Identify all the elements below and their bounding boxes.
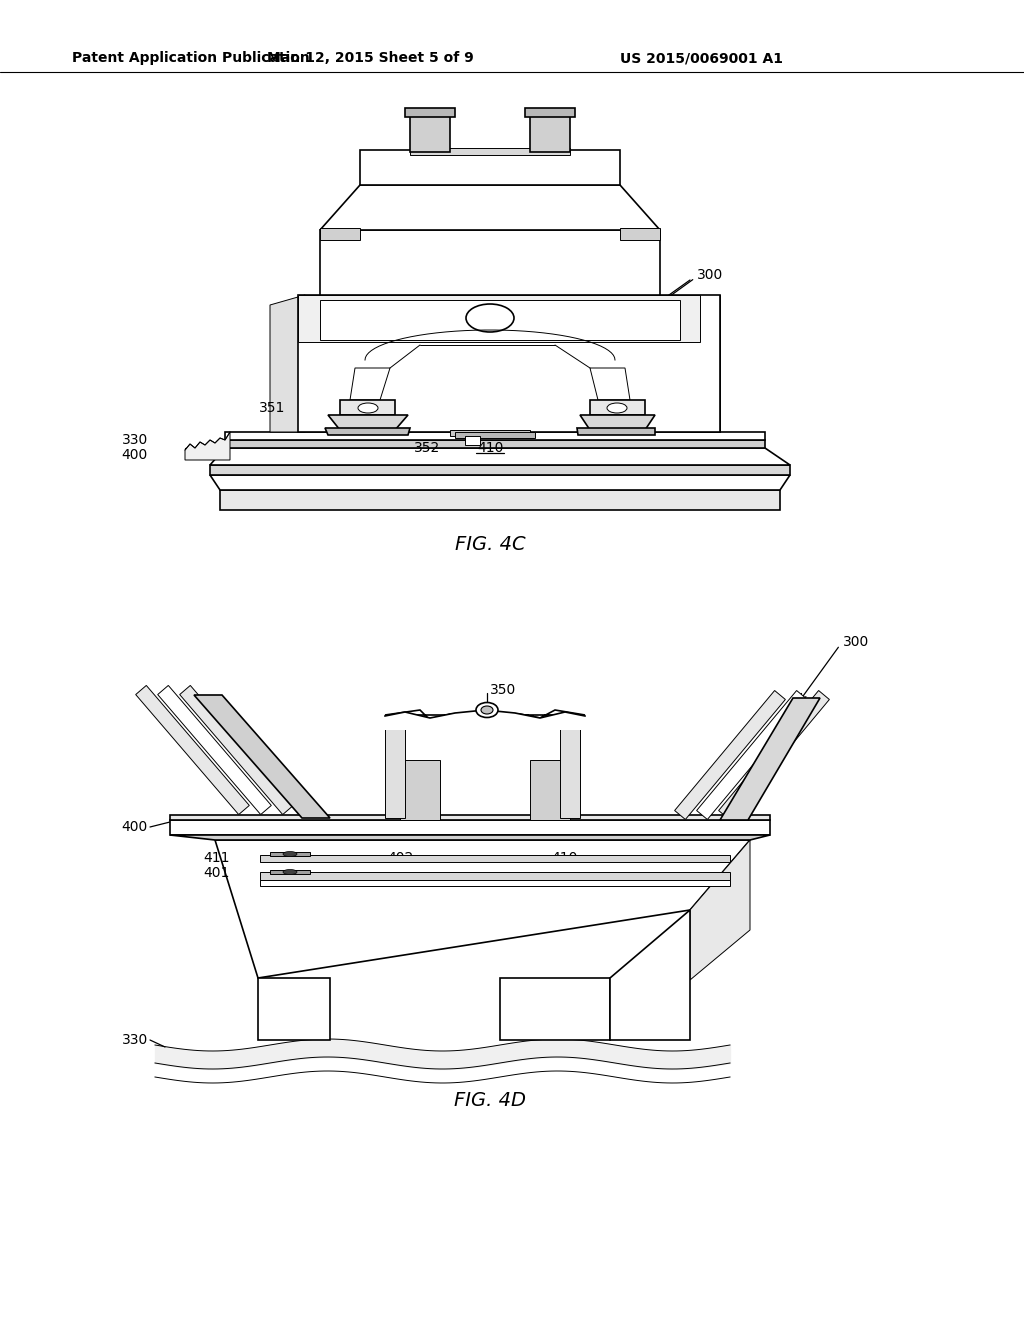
Polygon shape: [170, 836, 770, 840]
Polygon shape: [210, 475, 790, 490]
Polygon shape: [319, 230, 660, 294]
Text: 400: 400: [122, 447, 148, 462]
Polygon shape: [500, 978, 610, 1040]
Polygon shape: [410, 115, 450, 152]
Polygon shape: [328, 414, 408, 430]
Text: 400: 400: [122, 820, 148, 834]
Polygon shape: [577, 428, 655, 436]
Text: US 2015/0069001 A1: US 2015/0069001 A1: [620, 51, 783, 65]
Text: 401: 401: [275, 983, 301, 997]
Polygon shape: [406, 108, 455, 117]
Polygon shape: [298, 294, 720, 432]
Polygon shape: [610, 909, 690, 1040]
Polygon shape: [170, 814, 770, 820]
Polygon shape: [525, 108, 575, 117]
Text: 351: 351: [658, 401, 684, 414]
Text: 402: 402: [387, 851, 413, 865]
Text: 411: 411: [204, 851, 230, 865]
Polygon shape: [590, 400, 645, 414]
Polygon shape: [298, 294, 700, 342]
Text: 410: 410: [552, 851, 579, 865]
Ellipse shape: [466, 304, 514, 333]
Polygon shape: [319, 228, 360, 240]
Polygon shape: [696, 690, 807, 820]
Text: 402: 402: [505, 983, 531, 997]
Polygon shape: [210, 465, 790, 475]
Polygon shape: [260, 880, 730, 886]
Text: FIG. 4D: FIG. 4D: [454, 1090, 526, 1110]
Text: 330: 330: [122, 433, 148, 447]
Polygon shape: [719, 690, 829, 820]
Polygon shape: [580, 414, 655, 430]
Ellipse shape: [481, 706, 493, 714]
Ellipse shape: [358, 403, 378, 413]
Polygon shape: [690, 840, 750, 979]
Ellipse shape: [476, 702, 498, 718]
Polygon shape: [170, 820, 770, 836]
Polygon shape: [136, 685, 249, 814]
Polygon shape: [194, 696, 330, 818]
Polygon shape: [340, 400, 395, 414]
Text: Patent Application Publication: Patent Application Publication: [72, 51, 309, 65]
Text: 330: 330: [122, 1034, 148, 1047]
Polygon shape: [319, 300, 680, 341]
Polygon shape: [530, 115, 570, 152]
Text: 352: 352: [414, 441, 440, 455]
Polygon shape: [260, 873, 730, 880]
Polygon shape: [590, 368, 630, 400]
Polygon shape: [690, 294, 720, 432]
Polygon shape: [258, 978, 330, 1040]
Ellipse shape: [607, 403, 627, 413]
Text: 350: 350: [572, 261, 598, 275]
Polygon shape: [225, 432, 765, 440]
Text: 401: 401: [204, 866, 230, 880]
Polygon shape: [410, 148, 570, 154]
Polygon shape: [350, 368, 390, 400]
Polygon shape: [158, 685, 271, 814]
Polygon shape: [455, 432, 535, 438]
Polygon shape: [185, 432, 230, 459]
Polygon shape: [270, 870, 310, 874]
Polygon shape: [450, 430, 530, 436]
Polygon shape: [220, 490, 780, 510]
Polygon shape: [385, 710, 585, 719]
Polygon shape: [319, 185, 660, 230]
Polygon shape: [465, 436, 480, 445]
Text: 350: 350: [490, 682, 516, 697]
Polygon shape: [270, 851, 310, 855]
Text: 410: 410: [477, 441, 503, 455]
Polygon shape: [385, 710, 585, 730]
Polygon shape: [225, 440, 765, 447]
Polygon shape: [179, 685, 293, 814]
Polygon shape: [675, 690, 785, 820]
Text: Mar. 12, 2015 Sheet 5 of 9: Mar. 12, 2015 Sheet 5 of 9: [266, 51, 473, 65]
Polygon shape: [325, 428, 410, 436]
Ellipse shape: [283, 851, 297, 857]
Polygon shape: [620, 228, 660, 240]
Polygon shape: [260, 855, 730, 862]
Polygon shape: [360, 150, 620, 185]
Polygon shape: [400, 760, 440, 820]
Text: 300: 300: [843, 635, 869, 649]
Polygon shape: [385, 715, 406, 818]
Text: 351: 351: [259, 401, 285, 414]
Polygon shape: [530, 760, 570, 820]
Polygon shape: [215, 840, 750, 978]
Polygon shape: [560, 715, 580, 818]
Text: 300: 300: [697, 268, 723, 282]
Polygon shape: [720, 698, 820, 820]
Polygon shape: [210, 447, 790, 465]
Polygon shape: [270, 294, 305, 432]
Text: FIG. 4C: FIG. 4C: [455, 536, 525, 554]
Ellipse shape: [283, 870, 297, 874]
